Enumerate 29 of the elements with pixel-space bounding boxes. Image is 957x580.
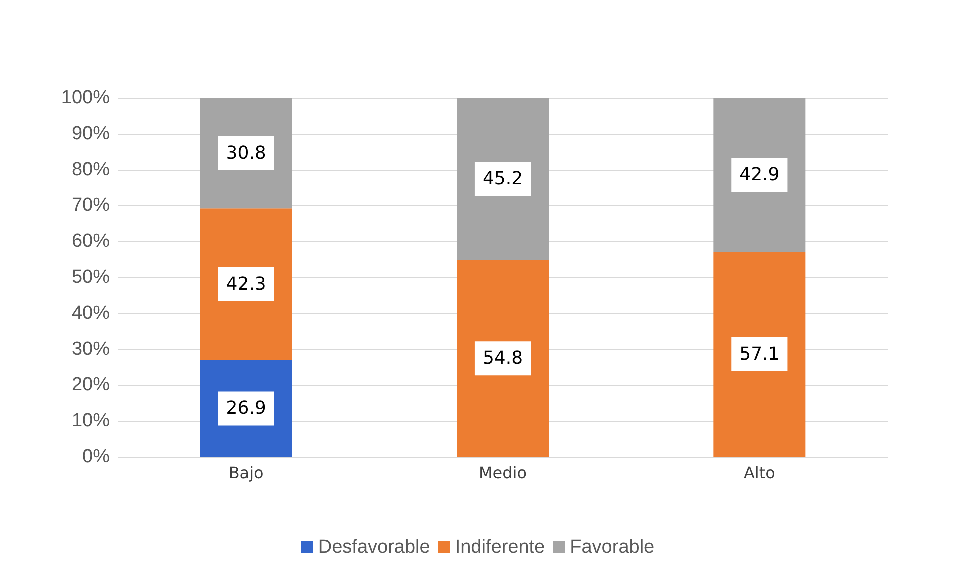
bar xyxy=(457,98,549,260)
y-tick-label: 50% xyxy=(72,267,110,288)
bar xyxy=(714,252,806,457)
y-tick-label: 60% xyxy=(72,231,110,252)
x-tick-label: Bajo xyxy=(228,464,264,482)
data-label: 42.9 xyxy=(740,164,780,186)
y-tick-label: 30% xyxy=(72,338,110,360)
x-tick-label: Medio xyxy=(478,464,528,482)
data-label: 57.1 xyxy=(740,344,780,366)
y-tick-label: 40% xyxy=(72,302,110,324)
data-label: 26.9 xyxy=(226,398,266,420)
y-tick-label: 20% xyxy=(72,374,110,396)
bar xyxy=(714,98,806,252)
y-tick-label: 10% xyxy=(72,410,110,432)
bar xyxy=(200,208,292,360)
x-tick-label: Alto xyxy=(744,464,776,482)
y-tick-label: 0% xyxy=(82,446,110,468)
y-tick-label: 90% xyxy=(72,123,110,144)
data-label: 45.2 xyxy=(482,168,524,190)
legend-label: Favorable xyxy=(570,537,655,558)
y-tick-label: 70% xyxy=(72,195,110,216)
y-tick-label: 80% xyxy=(72,159,110,180)
legend-label: Indiferente xyxy=(455,537,546,558)
data-label: 42.3 xyxy=(226,274,266,295)
bar xyxy=(457,260,549,457)
y-tick-label: 100% xyxy=(61,88,110,108)
legend-label: Desfavorable xyxy=(318,537,430,558)
data-label: 30.8 xyxy=(226,142,266,164)
data-label: 54.8 xyxy=(482,348,524,370)
